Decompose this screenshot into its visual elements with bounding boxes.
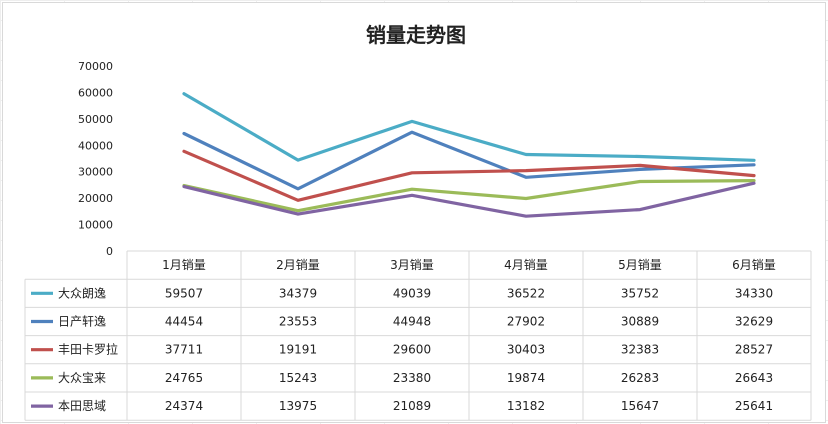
category-label-4: 5月销量 [618, 258, 662, 272]
category-label-3: 4月销量 [504, 258, 548, 272]
data-value-4-4: 15647 [621, 399, 659, 413]
data-value-2-1: 19191 [279, 343, 317, 357]
data-value-3-0: 24765 [165, 371, 203, 385]
data-value-0-3: 36522 [507, 286, 545, 300]
data-value-1-1: 23553 [279, 315, 317, 329]
y-tick-label-3: 30000 [78, 166, 113, 179]
series-line-2 [182, 149, 756, 202]
data-value-3-4: 26283 [621, 371, 659, 385]
data-value-0-1: 34379 [279, 286, 317, 300]
category-label-2: 3月销量 [390, 258, 434, 272]
legend-label-1: 日产轩逸 [58, 315, 106, 329]
data-value-0-4: 35752 [621, 286, 659, 300]
data-value-4-2: 21089 [393, 399, 431, 413]
legend-label-2: 丰田卡罗拉 [58, 342, 118, 357]
data-value-1-5: 32629 [735, 315, 773, 329]
series-line-0 [182, 92, 756, 162]
y-tick-label-7: 70000 [78, 60, 113, 73]
data-value-2-5: 28527 [735, 343, 773, 357]
data-value-1-3: 27902 [507, 315, 545, 329]
data-value-2-4: 32383 [621, 343, 659, 357]
data-value-4-1: 13975 [279, 399, 317, 413]
data-value-1-0: 44454 [165, 315, 203, 329]
legend-label-3: 大众宝来 [58, 371, 106, 385]
data-value-2-3: 30403 [507, 343, 545, 357]
data-value-4-5: 25641 [735, 399, 773, 413]
series-line-3 [182, 179, 756, 213]
data-value-4-3: 13182 [507, 399, 545, 413]
data-value-0-0: 59507 [165, 286, 203, 300]
category-label-1: 2月销量 [276, 258, 320, 272]
data-value-1-2: 44948 [393, 315, 431, 329]
y-tick-label-1: 10000 [78, 219, 113, 232]
chart-title: 销量走势图 [366, 23, 466, 47]
line-chart: 销量走势图 0 10000 20000 30000 40000 50000 60000 700… [24, 23, 812, 421]
data-value-3-3: 19874 [507, 371, 545, 385]
data-value-0-5: 34330 [735, 286, 773, 300]
y-tick-label-2: 20000 [78, 192, 113, 205]
series-line-4 [182, 181, 756, 218]
data-value-2-0: 37711 [165, 343, 203, 357]
y-tick-label-0: 0 [106, 245, 113, 258]
legend-label-0: 大众朗逸 [58, 286, 106, 300]
category-label-0: 1月销量 [162, 258, 206, 272]
category-label-5: 6月销量 [732, 258, 776, 272]
y-tick-label-5: 50000 [78, 113, 113, 126]
data-value-2-2: 29600 [393, 343, 431, 357]
legend-label-4: 本田思域 [58, 399, 106, 413]
data-value-4-0: 24374 [165, 399, 203, 413]
data-value-0-2: 49039 [393, 286, 431, 300]
data-value-3-5: 26643 [735, 371, 773, 385]
data-value-3-1: 15243 [279, 371, 317, 385]
y-axis: 0 10000 20000 30000 40000 50000 60000 70000 [78, 60, 113, 258]
data-value-3-2: 23380 [393, 371, 431, 385]
data-value-1-4: 30889 [621, 315, 659, 329]
series-lines [182, 92, 756, 218]
y-tick-label-6: 60000 [78, 86, 113, 99]
y-tick-label-4: 40000 [78, 139, 113, 152]
